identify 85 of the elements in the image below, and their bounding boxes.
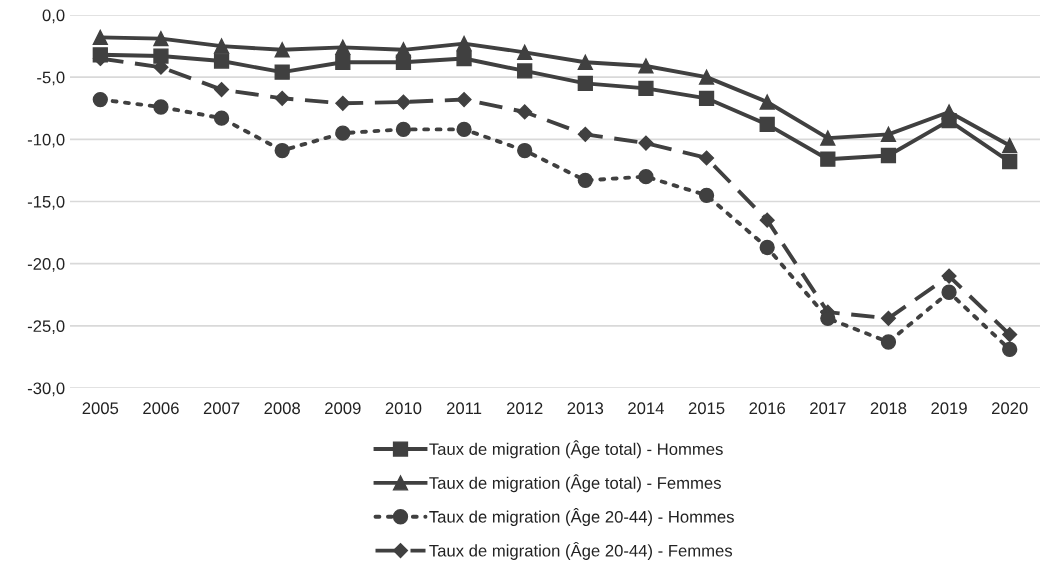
point [820,130,836,146]
y-tick-label: -30,0 [27,382,65,397]
x-tick-label: 2013 [567,402,604,415]
point [517,104,533,120]
point [92,47,108,63]
point [335,54,351,70]
point [395,54,412,70]
legend-label: Taux de migration (Âge total) - Femmes [429,474,721,493]
point [1002,137,1018,154]
x-tick-label: 2016 [749,402,785,415]
x-tick-label: 2009 [325,402,361,415]
point [153,30,169,47]
point [456,91,472,108]
point [698,187,715,203]
x-tick-label: 2019 [931,402,967,415]
point [638,80,654,96]
y-tick-label: -20,0 [27,258,65,272]
point [517,44,533,60]
point [335,39,351,55]
x-tick-label: 2017 [810,402,846,415]
point [577,54,593,70]
point [456,121,472,138]
point [274,90,290,106]
point [213,38,230,54]
point [638,168,654,185]
point [92,91,108,108]
point [577,172,593,189]
point [577,75,593,92]
x-tick-label: 2008 [264,402,300,415]
point [274,64,290,80]
y-tick-label: -25,0 [27,320,65,335]
point [759,239,775,256]
point [941,113,957,129]
x-tick-label: 2020 [991,402,1028,415]
point [820,151,836,167]
x-tick-label: 2010 [385,402,422,415]
y-tick-label: 0,0 [42,9,65,24]
point [638,135,654,151]
legend-label: Taux de migration (Âge total) - Hommes [429,440,723,459]
point [1002,341,1018,358]
y-tick-label: -10,0 [27,133,65,148]
point [335,95,351,111]
point [880,147,897,164]
point [456,35,472,52]
y-tick-label: -5,0 [37,71,65,86]
point [577,126,593,142]
point [880,310,897,326]
point [941,268,957,284]
point [274,42,290,58]
x-tick-label: 2007 [203,402,240,415]
point [698,69,715,85]
point [213,110,230,126]
point [153,99,169,115]
point [92,29,108,46]
point [880,334,897,350]
x-tick-label: 2012 [506,402,543,415]
point [213,53,230,69]
point [698,90,715,106]
point [759,116,775,133]
point [335,125,351,141]
point [517,142,533,159]
point [456,50,472,67]
x-tick-label: 2006 [143,402,179,415]
x-tick-label: 2018 [870,402,907,415]
legend-label: Taux de migration (Âge 20-44) - Femmes [429,541,733,560]
point [759,94,775,110]
x-tick-label: 2011 [446,402,482,415]
point [274,142,290,159]
point [1002,326,1018,343]
point [395,94,412,110]
point [759,212,775,228]
x-tick-label: 2014 [628,402,664,415]
point [698,150,715,166]
point [153,48,169,64]
legend-label: Taux de migration (Âge 20-44) - Hommes [429,508,734,527]
point [880,126,897,142]
point [638,58,654,74]
point [395,121,412,138]
y-tick-label: -15,0 [27,195,65,210]
point [517,63,533,79]
x-tick-label: 2005 [82,402,119,415]
point [941,284,957,300]
point [213,82,230,98]
x-tick-label: 2015 [688,402,725,415]
point [1002,154,1018,170]
